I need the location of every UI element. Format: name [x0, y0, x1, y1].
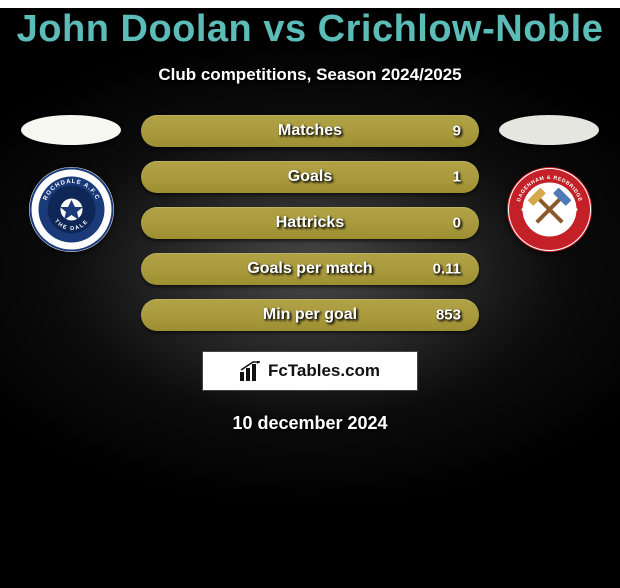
- club-badge-right: DAGENHAM & REDBRIDGE 1992: [507, 167, 592, 252]
- stat-pill: Hattricks 0: [141, 207, 479, 239]
- stat-pill: Goals per match 0.11: [141, 253, 479, 285]
- brand-box: FcTables.com: [202, 351, 418, 391]
- stat-label: Goals: [288, 168, 332, 186]
- date-text: 10 december 2024: [0, 413, 620, 434]
- stats-column: Matches 9 Goals 1 Hattricks 0 Goals per match 0…: [141, 115, 479, 331]
- stat-label: Goals per match: [247, 260, 372, 278]
- player-marker-right: [499, 115, 599, 145]
- player-marker-left: [21, 115, 121, 145]
- main-layout: ROCHDALE A.F.C THE DALE Matches 9 Goals 1 Ha…: [0, 115, 620, 331]
- brand-text: FcTables.com: [268, 361, 380, 381]
- chart-icon: [240, 361, 262, 381]
- stat-pill: Matches 9: [141, 115, 479, 147]
- stat-value: 1: [453, 169, 461, 186]
- left-side: ROCHDALE A.F.C THE DALE: [21, 115, 121, 252]
- stat-value: 9: [453, 123, 461, 140]
- stat-value: 0: [453, 215, 461, 232]
- club-badge-left: ROCHDALE A.F.C THE DALE: [29, 167, 114, 252]
- stat-label: Hattricks: [276, 214, 344, 232]
- comparison-title: John Doolan vs Crichlow-Noble: [0, 8, 620, 51]
- rochdale-badge-icon: ROCHDALE A.F.C THE DALE: [29, 167, 114, 252]
- stat-value: 0.11: [433, 261, 461, 278]
- subtitle: Club competitions, Season 2024/2025: [0, 65, 620, 85]
- right-side: DAGENHAM & REDBRIDGE 1992: [499, 115, 599, 252]
- stat-value: 853: [436, 307, 461, 324]
- stat-pill: Min per goal 853: [141, 299, 479, 331]
- stat-label: Matches: [278, 122, 342, 140]
- stat-label: Min per goal: [263, 306, 357, 324]
- stat-pill: Goals 1: [141, 161, 479, 193]
- dagenham-badge-icon: DAGENHAM & REDBRIDGE 1992: [507, 167, 592, 252]
